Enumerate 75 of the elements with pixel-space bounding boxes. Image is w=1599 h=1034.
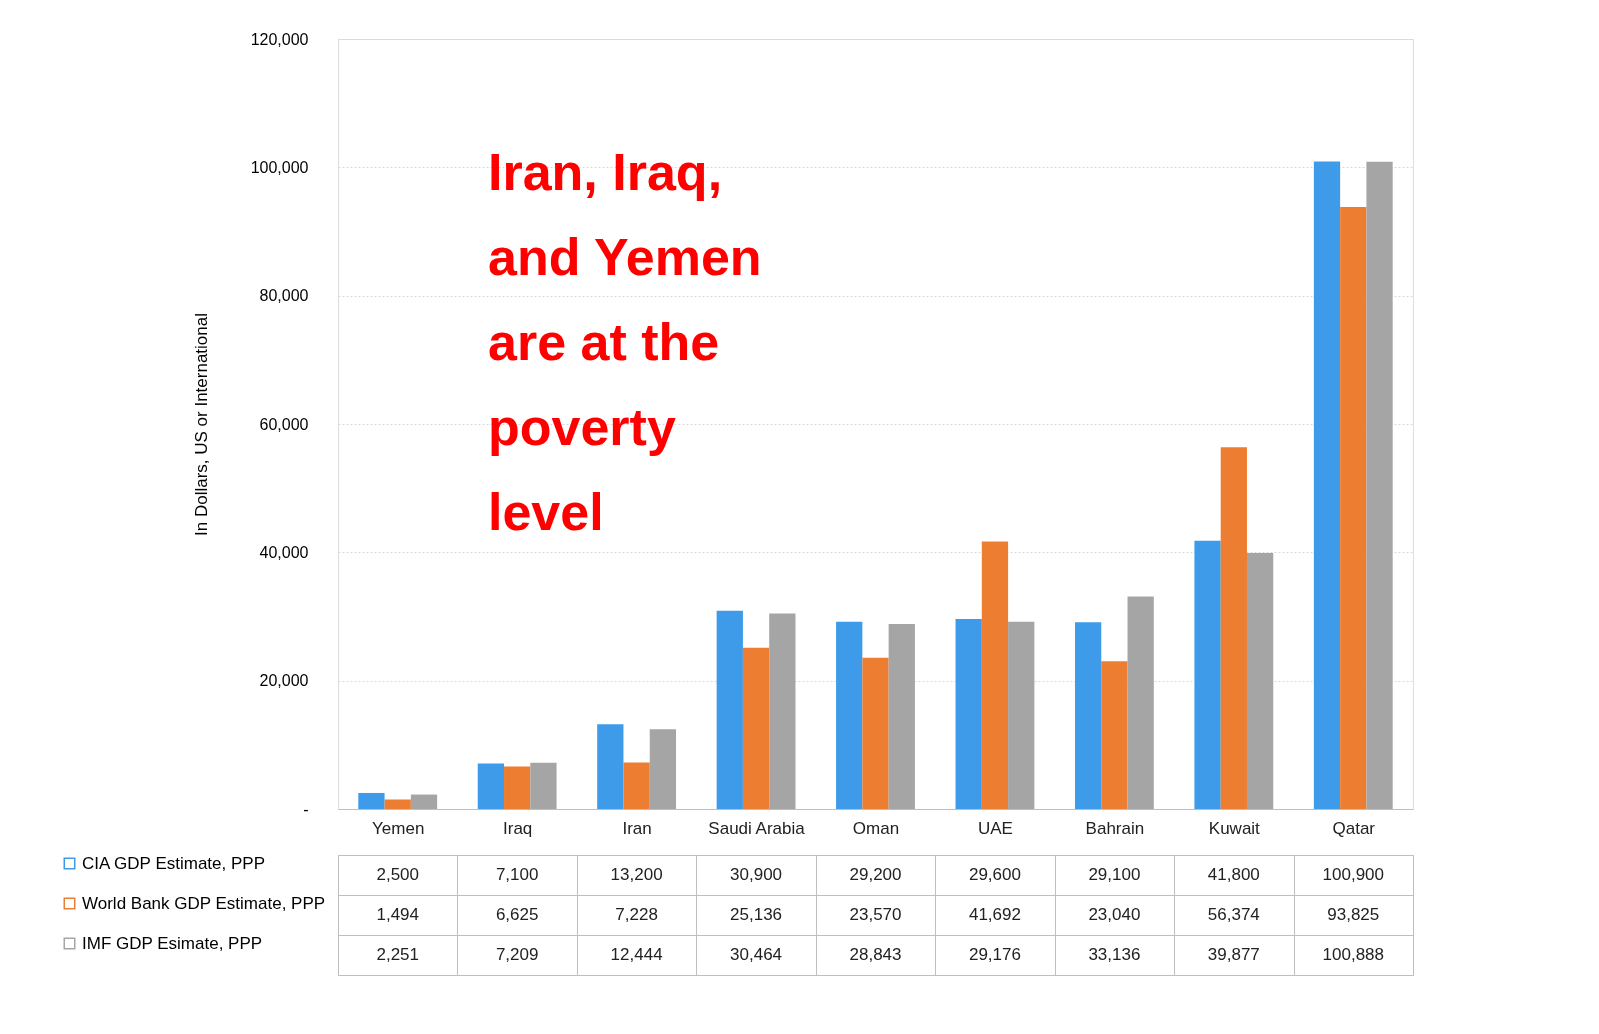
bar [504, 766, 531, 809]
data-label: 39,877 [1207, 945, 1260, 964]
data-label: 100,900 [1322, 865, 1384, 884]
x-tick-label: Qatar [1332, 818, 1376, 838]
bar [742, 647, 770, 809]
bar [1008, 621, 1035, 809]
data-label: 93,825 [1327, 905, 1380, 924]
data-label: 29,100 [1088, 865, 1141, 884]
y-tick-label: 80,000 [259, 287, 309, 305]
y-axis-title: In Dollars, US or International [191, 313, 211, 536]
data-label: 33,136 [1088, 945, 1141, 964]
bar [1340, 206, 1367, 809]
data-label: 12,444 [610, 945, 663, 964]
y-tick-label: 40,000 [259, 543, 309, 561]
bar [597, 724, 624, 809]
bar [981, 541, 1009, 809]
y-tick-label: 100,000 [250, 158, 309, 176]
data-label: 7,100 [495, 865, 539, 884]
data-label: 100,888 [1322, 945, 1384, 964]
x-tick-label: UAE [977, 818, 1013, 838]
bar [1127, 596, 1154, 809]
legend-label: World Bank GDP Estimate, PPP [82, 893, 326, 913]
y-tick-label: 60,000 [259, 415, 309, 433]
bar [716, 610, 743, 809]
bar [410, 794, 438, 809]
data-label: 23,040 [1088, 905, 1141, 924]
data-label: 28,843 [849, 945, 902, 964]
data-label: 7,228 [615, 905, 658, 924]
bar [862, 657, 889, 809]
data-label: 41,692 [968, 905, 1021, 924]
legend-label: IMF GDP Esimate, PPP [82, 933, 263, 953]
bar [1313, 161, 1341, 809]
bar [649, 729, 677, 809]
bar [769, 613, 796, 809]
data-label: 25,136 [730, 905, 783, 924]
data-label: 2,251 [376, 945, 419, 964]
bar [530, 762, 557, 809]
bar [888, 623, 915, 809]
bar [1101, 661, 1128, 809]
data-label: 29,176 [968, 945, 1021, 964]
data-label: 2,500 [376, 865, 419, 884]
bar [1194, 540, 1221, 809]
legend-label: CIA GDP Estimate, PPP [82, 853, 265, 873]
bar [836, 621, 863, 809]
x-tick-label: Saudi Arabia [708, 818, 806, 838]
x-tick-label: Bahrain [1085, 818, 1145, 838]
data-label: 56,374 [1207, 905, 1260, 924]
data-label: 29,200 [849, 865, 902, 884]
bar [384, 799, 411, 809]
bar [1220, 447, 1247, 809]
bar [623, 762, 650, 809]
x-tick-label: Yemen [372, 818, 425, 838]
data-label: 1,494 [376, 905, 419, 924]
x-tick-label: Iran [622, 818, 652, 838]
data-label: 41,800 [1207, 865, 1260, 884]
data-label: 7,209 [495, 945, 539, 964]
x-tick-label: Oman [852, 818, 900, 838]
bar [955, 619, 982, 809]
bar [1246, 553, 1274, 809]
bar [1366, 161, 1393, 809]
data-label: 6,625 [495, 905, 539, 924]
bar [1074, 622, 1102, 809]
y-tick-label: - [303, 800, 309, 818]
data-label: 29,600 [968, 865, 1021, 884]
x-tick-label: Kuwait [1208, 818, 1261, 838]
data-label: 23,570 [849, 905, 902, 924]
y-tick-label: 20,000 [259, 672, 309, 690]
annotation: Iran, Iraq, and Yemen are at the poverty level [488, 143, 762, 541]
bar [358, 792, 385, 809]
x-tick-label: Iraq [503, 818, 533, 838]
data-label: 30,464 [730, 945, 783, 964]
bar [477, 763, 505, 809]
y-tick-label: 120,000 [250, 30, 309, 48]
data-label: 13,200 [610, 865, 663, 884]
data-label: 30,900 [730, 865, 783, 884]
